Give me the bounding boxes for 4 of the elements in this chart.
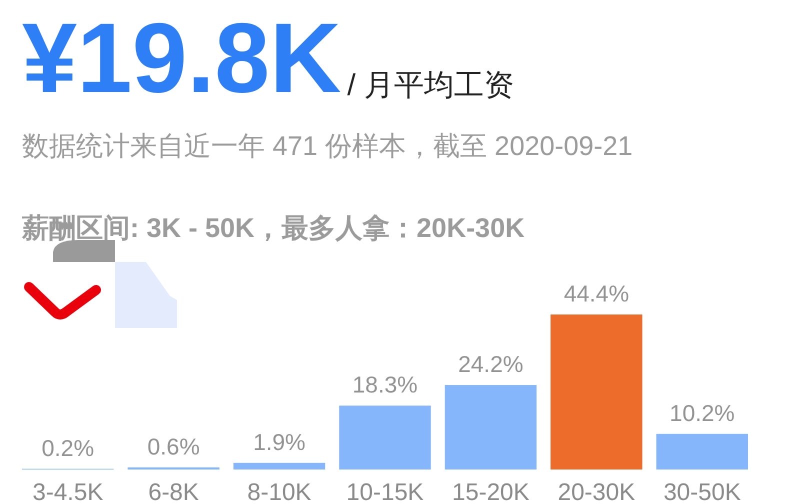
title: ¥19.8K (22, 2, 342, 113)
annotation: 薪酬区间: 3K - 50K，最多人拿：20K-30K (22, 213, 525, 243)
annotation: 数据统计来自近一年 471 份样本，截至 2020-09-21 (22, 131, 633, 161)
subtitle: / 月平均工资 (347, 69, 514, 102)
